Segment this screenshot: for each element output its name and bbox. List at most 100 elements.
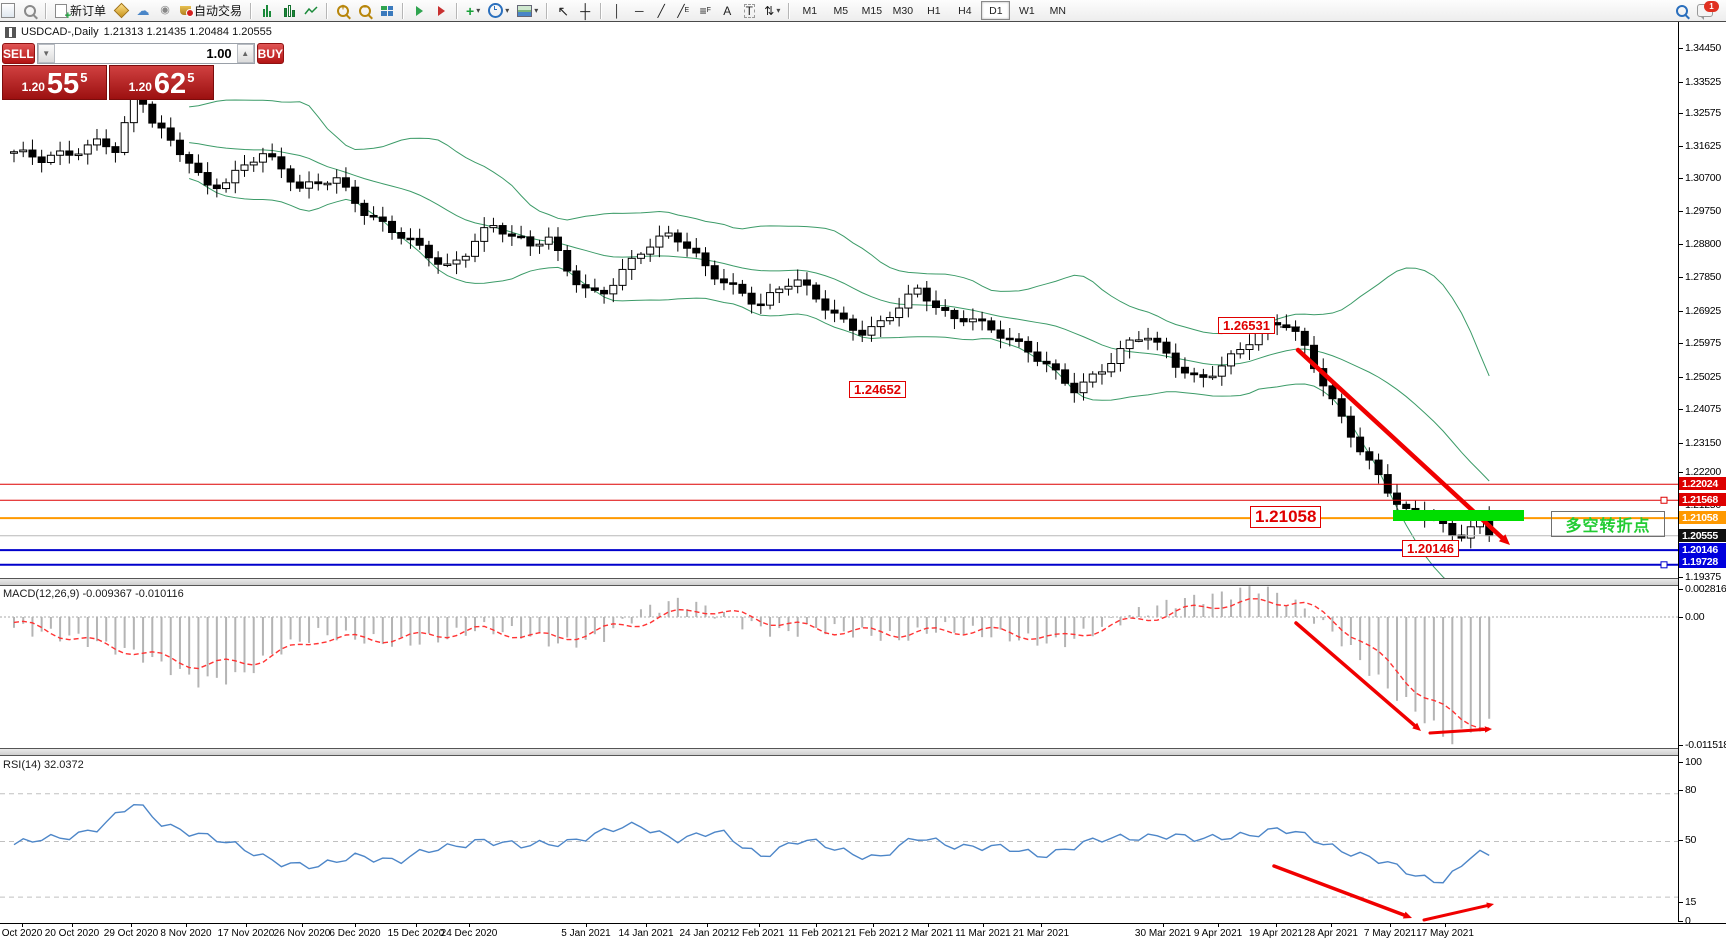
timeframe-h4[interactable]: H4 [958,4,972,17]
price-annotation-1.24652[interactable]: 1.24652 [849,381,906,398]
new-order-icon [55,3,71,22]
rsi-tick: 100 [1685,756,1702,768]
price-marker-1.19728: 1.19728 [1679,555,1726,568]
date-label: 2 Mar 2021 [902,928,954,939]
date-label: Oct 2020 [1,928,43,939]
timeframe-m1[interactable]: M1 [802,4,818,17]
volume-increase-button[interactable]: ▲ [236,44,254,63]
price-tick: 1.34450 [1685,42,1721,54]
date-label: 21 Feb 2021 [844,928,902,939]
timeframe-mn[interactable]: MN [1049,4,1067,17]
timeframe-d1[interactable]: D1 [981,1,1011,20]
date-label: 24 Dec 2020 [440,928,498,939]
line-chart-icon[interactable] [301,2,321,20]
price-marker-1.22024: 1.22024 [1679,477,1726,490]
zoom-in-icon[interactable]: + [333,2,353,20]
price-tick: 1.28800 [1685,238,1721,250]
auto-scroll-icon[interactable] [409,2,429,20]
chart-window-icon[interactable] [0,2,18,20]
price-annotation-1.26531[interactable]: 1.26531 [1218,317,1275,334]
signals-icon[interactable]: ☁ [136,3,150,18]
rsi-panel[interactable] [0,756,1678,922]
indicators-icon[interactable]: + ▾ [466,2,481,19]
timeframe-m15[interactable]: M15 [861,4,883,17]
market-watch-icon[interactable] [111,2,131,20]
price-annotation-1.21058[interactable]: 1.21058 [1250,506,1322,528]
date-label: 26 Nov 2020 [273,928,331,939]
macd-tick: 0.00 [1685,611,1705,623]
notification-badge: 1 [1704,1,1719,12]
search-icon[interactable] [1672,2,1692,20]
channel-icon[interactable]: ╱ E [677,3,690,18]
trend-arrow[interactable] [1428,727,1489,735]
timeframe-m5[interactable]: M5 [833,4,849,17]
templates-icon[interactable]: ▾ [514,2,541,20]
chart-title: USDCAD-,Daily 1.21313 1.21435 1.20484 1.… [5,26,272,38]
cursor-icon[interactable]: ↖ [557,2,570,19]
date-label: 17 Nov 2020 [217,928,275,939]
news-feed-icon[interactable]: ◉ [160,4,170,16]
notifications-icon[interactable]: 1 [1694,1,1719,20]
date-scale[interactable]: Oct 2020 20 Oct 2020 29 Oct 2020 8 Nov 2020… [0,923,1726,942]
date-label: 19 Apr 2021 [1249,928,1303,939]
text-label-icon[interactable]: T [743,3,755,18]
volume-input[interactable] [54,44,237,63]
chart-shift-icon[interactable] [431,2,451,20]
volume-decrease-button[interactable]: ▼ [37,44,55,63]
date-label: 20 Oct 2020 [44,928,100,939]
candlestick-chart-icon[interactable] [279,2,299,20]
rsi-line [13,803,1490,884]
bar-chart-icon[interactable] [257,2,277,20]
date-label: 11 Feb 2021 [788,928,844,939]
symbol-icon [5,26,16,38]
price-annotation-1.20146[interactable]: 1.20146 [1402,540,1459,557]
turning-point-note[interactable]: 多空转折点 [1551,511,1665,537]
rsi-tick: 0 [1685,915,1691,927]
sell-button[interactable]: SELL [2,43,35,64]
date-label: 8 Nov 2020 [160,928,212,939]
date-label: 9 Apr 2021 [1193,928,1243,939]
sell-price-display[interactable]: 1.20 55 5 [2,65,107,100]
trend-arrow[interactable] [1295,347,1508,543]
crosshair-icon[interactable]: ┼ [580,2,591,19]
date-label: 17 May 2021 [1416,928,1474,939]
price-axis-line [1678,22,1679,922]
date-label: 7 May 2021 [1363,928,1417,939]
timeframe-h1[interactable]: H1 [927,4,941,17]
periods-icon[interactable]: ▾ [485,2,512,20]
buy-button[interactable]: BUY [256,43,285,64]
trend-arrow[interactable] [1422,903,1491,922]
timeframe-m30[interactable]: M30 [892,4,914,17]
support-zone-bar[interactable] [1393,510,1524,521]
trend-arrow[interactable] [1294,621,1419,730]
chart-ohlc-values: 1.21313 1.21435 1.20484 1.20555 [103,26,272,38]
panel-separator-rsi[interactable] [0,748,1726,756]
vertical-line-icon[interactable]: │ [613,3,622,18]
date-label: 5 Jan 2021 [561,928,611,939]
price-tick: 1.22200 [1685,466,1721,478]
new-order-button[interactable]: 新订单 [52,2,109,22]
timeframe-w1[interactable]: W1 [1018,4,1035,17]
autotrading-button[interactable]: 自动交易 [177,2,245,20]
data-window-icon[interactable] [20,2,40,20]
trend-arrow[interactable] [1272,864,1409,918]
price-scale[interactable]: 1.34450 1.33525 1.32575 1.31625 1.30700 1.297… [1679,22,1726,927]
main-price-chart[interactable] [0,22,1678,578]
horizontal-line-icon[interactable]: ─ [635,3,644,18]
arrows-tool-icon[interactable]: ⇅ ▾ [764,3,781,18]
buy-price-display[interactable]: 1.20 62 5 [109,65,214,100]
price-marker-1.20555: 1.20555 [1679,529,1726,542]
price-tick: 1.25975 [1685,337,1721,349]
panel-separator-macd[interactable] [0,578,1726,586]
tile-windows-icon[interactable] [377,2,397,20]
price-tick: 1.27850 [1685,271,1721,283]
text-icon[interactable]: A [723,3,732,18]
zoom-out-icon[interactable]: − [355,2,375,20]
macd-panel[interactable] [0,586,1678,748]
trendline-icon[interactable]: ╱ [657,3,665,18]
date-label: 6 Dec 2020 [329,928,381,939]
fibonacci-icon[interactable]: ≡ F [699,3,711,18]
date-label: 24 Jan 2021 [679,928,735,939]
date-label: 28 Apr 2021 [1304,928,1358,939]
chart-symbol-period: USDCAD-,Daily [21,26,99,38]
